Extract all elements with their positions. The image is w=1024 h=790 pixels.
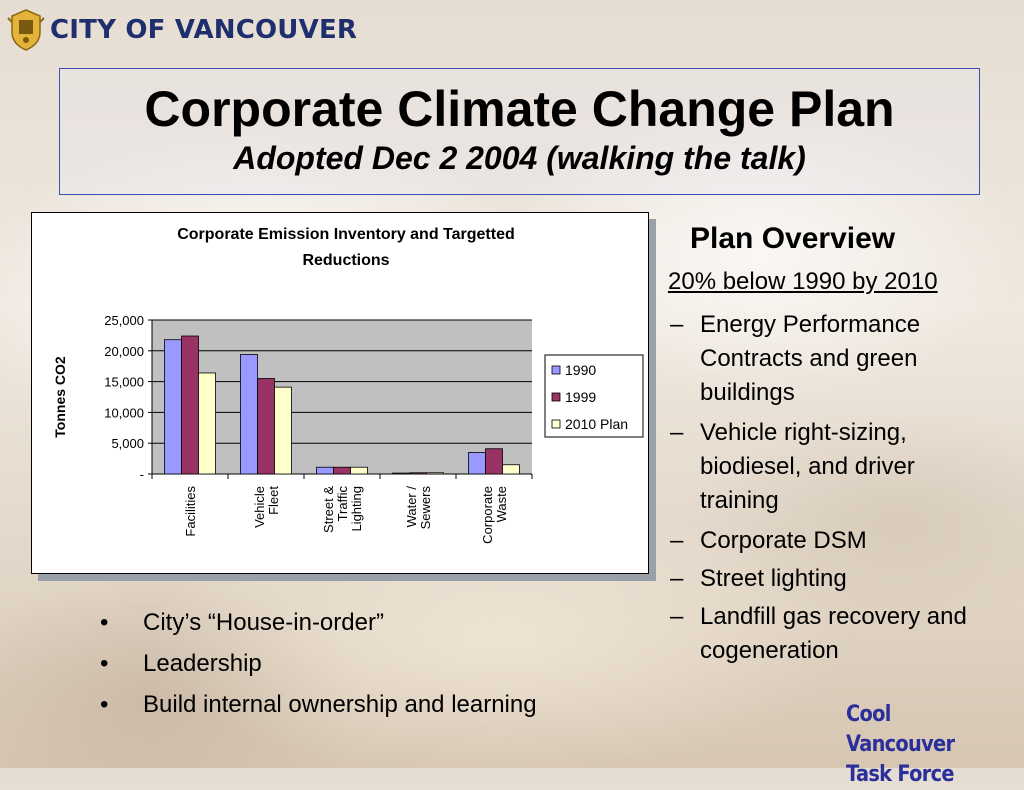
bar: [274, 386, 292, 475]
y-tick-label: 20,000: [104, 344, 144, 359]
plan-item: Landfill gas recovery and cogeneration: [668, 600, 998, 668]
bar: [409, 472, 427, 475]
bar: [502, 464, 520, 475]
bar: [164, 339, 182, 475]
x-tick-label: Water /: [404, 486, 419, 528]
y-axis-label: Tonnes CO2: [52, 356, 68, 438]
chart-legend: [544, 354, 644, 438]
slide-title: Corporate Climate Change Plan: [144, 81, 895, 137]
y-tick-label: -: [140, 467, 144, 482]
legend-label: 2010 Plan: [565, 416, 628, 432]
x-tick-label: Lighting: [349, 486, 364, 532]
x-tick-label: Facilities: [183, 486, 198, 537]
x-tick-label: Corporate: [480, 486, 495, 544]
x-tick-label: Sewers: [418, 486, 433, 530]
bar: [198, 372, 216, 475]
bar: [316, 466, 334, 475]
legend-label: 1990: [565, 362, 596, 378]
plan-item: Street lighting: [668, 562, 998, 596]
plan-overview-heading: Plan Overview: [690, 222, 896, 255]
task-force-label: Cool Vancouver Task Force: [846, 700, 1003, 790]
emissions-chart: Corporate Emission Inventory and Targett…: [31, 212, 649, 574]
chart-title: Corporate Emission Inventory and Targett…: [177, 226, 515, 243]
bullet-item: City’s “House-in-order”: [100, 602, 537, 643]
x-tick-label: Fleet: [266, 486, 281, 515]
y-tick-label: 5,000: [111, 436, 144, 451]
plan-item: Vehicle right-sizing, biodiesel, and dri…: [668, 416, 998, 518]
bar: [350, 466, 368, 475]
y-tick-label: 15,000: [104, 375, 144, 390]
plan-list: Energy Performance Contracts and green b…: [668, 308, 998, 674]
y-tick-label: 10,000: [104, 405, 144, 420]
bar: [181, 335, 199, 475]
city-crest-icon: [7, 9, 45, 51]
x-tick-label: Waste: [494, 486, 509, 522]
chart-title: Reductions: [302, 252, 389, 269]
plan-item: Corporate DSM: [668, 524, 998, 558]
bar: [333, 466, 351, 475]
plan-target: 20% below 1990 by 2010: [668, 268, 938, 295]
bar: [257, 378, 275, 475]
bar: [240, 354, 258, 475]
bullet-list: City’s “House-in-order” Leadership Build…: [100, 602, 537, 725]
x-tick-label: Traffic: [335, 486, 350, 522]
bullet-item: Leadership: [100, 643, 537, 684]
legend-label: 1999: [565, 389, 596, 405]
legend-swatch: [551, 419, 561, 429]
bar: [485, 448, 503, 475]
y-tick-label: 25,000: [104, 313, 144, 328]
bar: [392, 472, 410, 475]
plan-item: Energy Performance Contracts and green b…: [668, 308, 998, 410]
x-tick-label: Vehicle: [252, 486, 267, 528]
legend-swatch: [551, 365, 561, 375]
title-box: Corporate Climate Change Plan Adopted De…: [59, 68, 980, 195]
x-tick-label: Street &: [321, 486, 336, 533]
chart-svg: Corporate Emission Inventory and Targett…: [52, 226, 644, 544]
bar: [468, 452, 486, 475]
bullet-item: Build internal ownership and learning: [100, 684, 537, 725]
legend-swatch: [551, 392, 561, 402]
task-force-line2: Task Force: [846, 762, 954, 787]
task-force-line1: Cool Vancouver: [846, 702, 955, 757]
slide-subtitle: Adopted Dec 2 2004 (walking the talk): [233, 140, 806, 176]
city-name: CITY OF VANCOUVER: [50, 15, 358, 45]
bar: [426, 472, 444, 475]
city-logo: CITY OF VANCOUVER: [6, 8, 357, 52]
